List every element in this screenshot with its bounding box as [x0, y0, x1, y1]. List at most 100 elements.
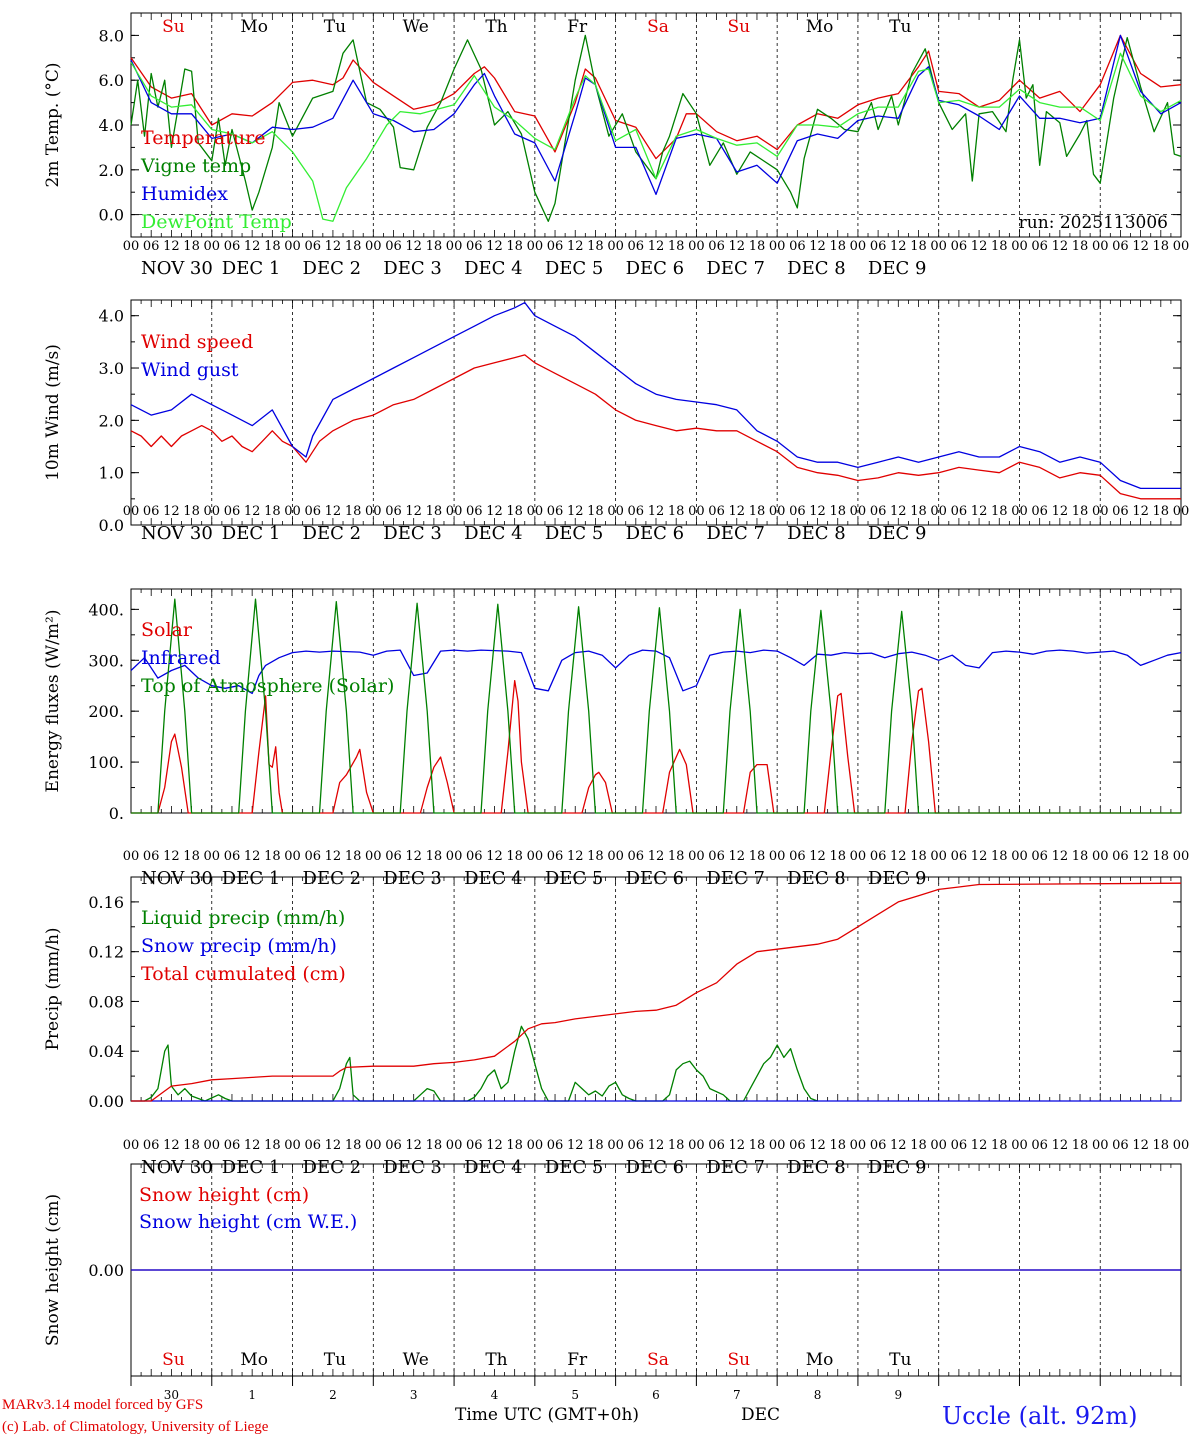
y-tick-label: 0.12	[88, 943, 124, 962]
date-label: DEC 9	[868, 258, 927, 279]
hour-label: 18	[910, 1138, 927, 1153]
date-label: DEC 4	[464, 868, 523, 889]
hour-label: 00	[527, 504, 544, 519]
hour-label: 18	[1153, 239, 1170, 254]
hour-label: 06	[1031, 504, 1048, 519]
hour-label: 12	[728, 504, 745, 519]
hour-label: 06	[304, 1138, 321, 1153]
hour-label: 12	[244, 1138, 261, 1153]
hour-label: 06	[304, 849, 321, 864]
y-tick-label: 1.0	[99, 464, 124, 483]
hour-label: 00	[1011, 239, 1028, 254]
hour-label: 00	[688, 849, 705, 864]
date-label: DEC 6	[626, 868, 685, 889]
hour-label: 18	[264, 239, 281, 254]
hour-label: 00	[688, 1138, 705, 1153]
hour-label: 06	[870, 239, 887, 254]
hour-label: 18	[991, 504, 1008, 519]
hour-label: 12	[1132, 1138, 1149, 1153]
hour-label: 06	[870, 504, 887, 519]
y-axis-label: Energy fluxes (W/m²)	[43, 610, 63, 793]
hour-label: 12	[567, 504, 584, 519]
legend-entry: Humidex	[141, 183, 228, 205]
hour-label: 18	[264, 1138, 281, 1153]
hour-label: 12	[244, 849, 261, 864]
hour-label: 12	[486, 1138, 503, 1153]
hour-label: 00	[365, 504, 382, 519]
hour-label: 18	[910, 239, 927, 254]
hour-label: 06	[466, 849, 483, 864]
hour-label: 00	[930, 849, 947, 864]
weekday-label: Sa	[647, 17, 669, 37]
hour-label: 12	[890, 504, 907, 519]
weekday-label: Tu	[324, 17, 346, 37]
weekday-label: Sa	[647, 1350, 669, 1370]
hour-label: 18	[426, 1138, 443, 1153]
date-label: DEC 5	[545, 258, 604, 279]
hour-label: 12	[405, 849, 422, 864]
hour-label: 00	[527, 239, 544, 254]
date-label: DEC 6	[626, 523, 685, 544]
hour-label: 18	[1153, 1138, 1170, 1153]
weekday-label: Mo	[240, 1350, 268, 1370]
hour-label: 12	[971, 1138, 988, 1153]
hour-label: 12	[163, 504, 180, 519]
hour-label: 18	[668, 239, 685, 254]
month-label: DEC	[741, 1405, 781, 1425]
day-number-label: 6	[652, 1388, 660, 1402]
date-label: DEC 5	[545, 523, 604, 544]
date-label: DEC 2	[303, 258, 362, 279]
hour-label: 18	[1072, 239, 1089, 254]
hour-label: 06	[1031, 849, 1048, 864]
hour-label: 18	[506, 504, 523, 519]
hour-label: 18	[183, 1138, 200, 1153]
hour-label: 12	[971, 849, 988, 864]
hour-label: 06	[789, 1138, 806, 1153]
hour-label: 18	[587, 849, 604, 864]
hour-label: 12	[1132, 239, 1149, 254]
date-label: DEC 4	[464, 258, 523, 279]
panel-temperature: 0.0 2.0 4.0 6.0 8.0 2m Temp. (°C) Temperature V…	[43, 12, 1189, 279]
hour-label: 00	[1092, 239, 1109, 254]
hour-label: 18	[345, 849, 362, 864]
date-label: DEC 4	[464, 1157, 523, 1178]
y-tick-label: 0.04	[88, 1042, 124, 1061]
date-label: DEC 6	[626, 1157, 685, 1178]
hour-label: 00	[284, 1138, 301, 1153]
hour-label: 18	[749, 1138, 766, 1153]
hour-label: 00	[284, 504, 301, 519]
y-tick-label: 4.0	[99, 116, 124, 135]
y-tick-label: 3.0	[99, 359, 124, 378]
hour-label: 18	[1153, 849, 1170, 864]
day-number-label: 2	[329, 1388, 337, 1402]
hour-label: 18	[749, 504, 766, 519]
weekday-label: Th	[485, 17, 507, 37]
hour-label: 18	[1072, 504, 1089, 519]
hour-label: 06	[628, 504, 645, 519]
day-number-label: 9	[894, 1388, 902, 1402]
hour-label: 18	[345, 504, 362, 519]
hour-label: 12	[567, 1138, 584, 1153]
hour-label: 06	[143, 504, 160, 519]
hour-label: 06	[951, 1138, 968, 1153]
hour-label: 06	[547, 849, 564, 864]
day-number-label: 30	[164, 1388, 179, 1402]
run-label: run: 2025113006	[1019, 213, 1168, 233]
hour-label: 00	[850, 849, 867, 864]
panel-snow: 0.00 Snow height (cm) Snow height (cm) Snow…	[43, 1163, 1182, 1402]
hour-label: 00	[688, 504, 705, 519]
day-number-label: 8	[814, 1388, 822, 1402]
hour-label: 18	[264, 849, 281, 864]
hour-label: 06	[547, 504, 564, 519]
hour-label: 00	[607, 1138, 624, 1153]
hour-label: 12	[486, 849, 503, 864]
date-label: DEC 9	[868, 523, 927, 544]
weekday-label: Su	[727, 17, 750, 37]
plot-frame	[130, 588, 1182, 814]
legend-entry: DewPoint Temp	[141, 211, 292, 233]
date-label: DEC 1	[222, 868, 281, 889]
hour-label: 12	[325, 849, 342, 864]
hour-label: 18	[506, 1138, 523, 1153]
hour-label: 00	[769, 504, 786, 519]
